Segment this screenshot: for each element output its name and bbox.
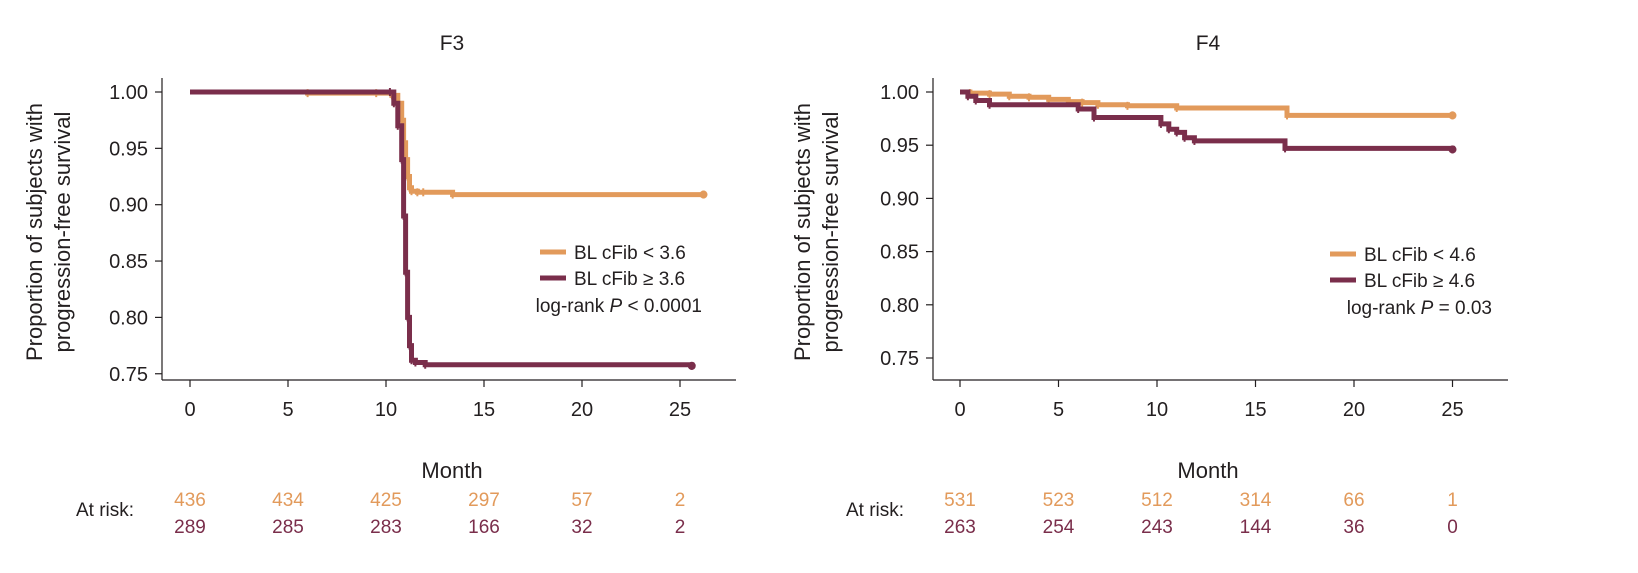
survival-curve bbox=[190, 89, 695, 368]
at-risk-value-high: 254 bbox=[1043, 517, 1075, 538]
at-risk-value-low: 57 bbox=[571, 490, 592, 511]
at-risk-values: 436 289 434 285 425 283 297 166 57 32 2 2 bbox=[174, 490, 685, 538]
y-tick-label: 0.75 bbox=[109, 364, 148, 386]
y-ticks: 0.75 0.80 0.85 0.90 0.95 1.00 bbox=[880, 82, 933, 370]
legend-label: BL cFib < 4.6 bbox=[1364, 245, 1476, 266]
x-tick-label: 10 bbox=[1146, 399, 1168, 421]
legend-label: BL cFib ≥ 3.6 bbox=[574, 269, 685, 290]
at-risk-table: At risk: 531 263 523 254 512 243 314 144 66 36 1 0 bbox=[846, 490, 1458, 538]
y-tick-label: 0.80 bbox=[880, 295, 919, 317]
at-risk-value-high: 144 bbox=[1240, 517, 1272, 538]
x-tick-label: 25 bbox=[1441, 399, 1463, 421]
curve-end-point bbox=[1448, 145, 1457, 154]
x-tick-label: 0 bbox=[954, 399, 965, 421]
x-ticks: 0 5 10 15 20 25 bbox=[184, 380, 691, 421]
curve-end-point bbox=[699, 190, 708, 199]
y-tick-label: 0.90 bbox=[109, 195, 148, 217]
x-tick-label: 15 bbox=[473, 399, 495, 421]
at-risk-value-low: 2 bbox=[675, 490, 686, 511]
at-risk-value-high: 243 bbox=[1141, 517, 1173, 538]
at-risk-value-low: 531 bbox=[944, 490, 976, 511]
at-risk-value-low: 523 bbox=[1043, 490, 1075, 511]
legend-item: BL cFib ≥ 4.6 bbox=[1330, 271, 1475, 292]
y-axis-title-line2: progression-free survival bbox=[818, 112, 843, 353]
p-value-suffix: = 0.03 bbox=[1433, 298, 1492, 319]
x-ticks: 0 5 10 15 20 25 bbox=[954, 380, 1464, 421]
p-value-p: P bbox=[610, 296, 623, 317]
at-risk-table: At risk: 436 289 434 285 425 283 297 166 57 32 2 2 bbox=[76, 490, 685, 538]
y-ticks: 0.75 0.80 0.85 0.90 0.95 1.00 bbox=[109, 82, 162, 386]
y-axis-title-line1: Proportion of subjects with bbox=[790, 103, 815, 361]
x-tick-label: 20 bbox=[1343, 399, 1365, 421]
p-value: log-rank P = 0.03 bbox=[1347, 298, 1492, 319]
legend-item: BL cFib < 3.6 bbox=[540, 243, 686, 264]
p-value-prefix: log-rank bbox=[1347, 298, 1421, 319]
at-risk-value-low: 1 bbox=[1447, 490, 1458, 511]
legend: BL cFib < 3.6 BL cFib ≥ 3.6 log-rank P <… bbox=[536, 243, 702, 317]
at-risk-value-high: 36 bbox=[1343, 517, 1364, 538]
x-tick-label: 10 bbox=[375, 399, 397, 421]
at-risk-value-low: 297 bbox=[468, 490, 500, 511]
y-tick-label: 0.85 bbox=[109, 251, 148, 273]
x-tick-label: 15 bbox=[1244, 399, 1266, 421]
y-tick-label: 0.85 bbox=[880, 242, 919, 264]
at-risk-label: At risk: bbox=[76, 500, 134, 521]
at-risk-value-low: 314 bbox=[1240, 490, 1272, 511]
x-tick-label: 5 bbox=[1053, 399, 1064, 421]
y-axis-title-line2: progression-free survival bbox=[50, 112, 75, 353]
p-value-prefix: log-rank bbox=[536, 296, 610, 317]
x-axis-title: Month bbox=[421, 458, 482, 483]
x-tick-label: 20 bbox=[571, 399, 593, 421]
y-axis-title: Proportion of subjects with progression-… bbox=[22, 103, 75, 361]
at-risk-value-low: 436 bbox=[174, 490, 206, 511]
p-value-p: P bbox=[1421, 298, 1434, 319]
curve-end-point bbox=[687, 361, 696, 370]
at-risk-value-high: 263 bbox=[944, 517, 976, 538]
survival-curves bbox=[190, 88, 708, 370]
y-tick-label: 0.95 bbox=[109, 138, 148, 160]
y-tick-label: 0.90 bbox=[880, 188, 919, 210]
at-risk-value-low: 425 bbox=[370, 490, 402, 511]
p-value: log-rank P < 0.0001 bbox=[536, 296, 702, 317]
at-risk-values: 531 263 523 254 512 243 314 144 66 36 1 0 bbox=[944, 490, 1458, 538]
panel-title: F4 bbox=[1196, 32, 1221, 55]
panel-f3: F3 Proportion of subjects with progressi… bbox=[22, 32, 736, 538]
survival-curve bbox=[960, 89, 1455, 151]
y-tick-label: 0.95 bbox=[880, 135, 919, 157]
x-tick-label: 25 bbox=[669, 399, 691, 421]
at-risk-value-low: 434 bbox=[272, 490, 304, 511]
y-tick-label: 0.80 bbox=[109, 307, 148, 329]
survival-curves bbox=[960, 89, 1457, 154]
legend-item: BL cFib < 4.6 bbox=[1330, 245, 1476, 266]
legend-item: BL cFib ≥ 3.6 bbox=[540, 269, 685, 290]
y-axis-title: Proportion of subjects with progression-… bbox=[790, 103, 843, 361]
y-tick-label: 0.75 bbox=[880, 348, 919, 370]
y-axis-title-line1: Proportion of subjects with bbox=[22, 103, 47, 361]
at-risk-value-high: 285 bbox=[272, 517, 304, 538]
x-axis-title: Month bbox=[1177, 458, 1238, 483]
at-risk-value-low: 512 bbox=[1141, 490, 1173, 511]
x-tick-label: 5 bbox=[282, 399, 293, 421]
at-risk-value-low: 66 bbox=[1343, 490, 1364, 511]
at-risk-value-high: 166 bbox=[468, 517, 500, 538]
legend: BL cFib < 4.6 BL cFib ≥ 4.6 log-rank P =… bbox=[1330, 245, 1492, 319]
y-tick-label: 1.00 bbox=[109, 82, 148, 104]
legend-label: BL cFib ≥ 4.6 bbox=[1364, 271, 1475, 292]
at-risk-label: At risk: bbox=[846, 500, 904, 521]
at-risk-value-high: 2 bbox=[675, 517, 686, 538]
survival-curve bbox=[190, 89, 704, 198]
y-tick-label: 1.00 bbox=[880, 82, 919, 104]
panel-title: F3 bbox=[440, 32, 465, 55]
at-risk-value-high: 0 bbox=[1447, 517, 1458, 538]
at-risk-value-high: 32 bbox=[571, 517, 592, 538]
curve-end-point bbox=[1448, 111, 1457, 120]
legend-label: BL cFib < 3.6 bbox=[574, 243, 686, 264]
at-risk-value-high: 289 bbox=[174, 517, 206, 538]
panel-f4: F4 Proportion of subjects with progressi… bbox=[790, 32, 1508, 538]
at-risk-value-high: 283 bbox=[370, 517, 402, 538]
x-tick-label: 0 bbox=[184, 399, 195, 421]
p-value-suffix: < 0.0001 bbox=[622, 296, 702, 317]
